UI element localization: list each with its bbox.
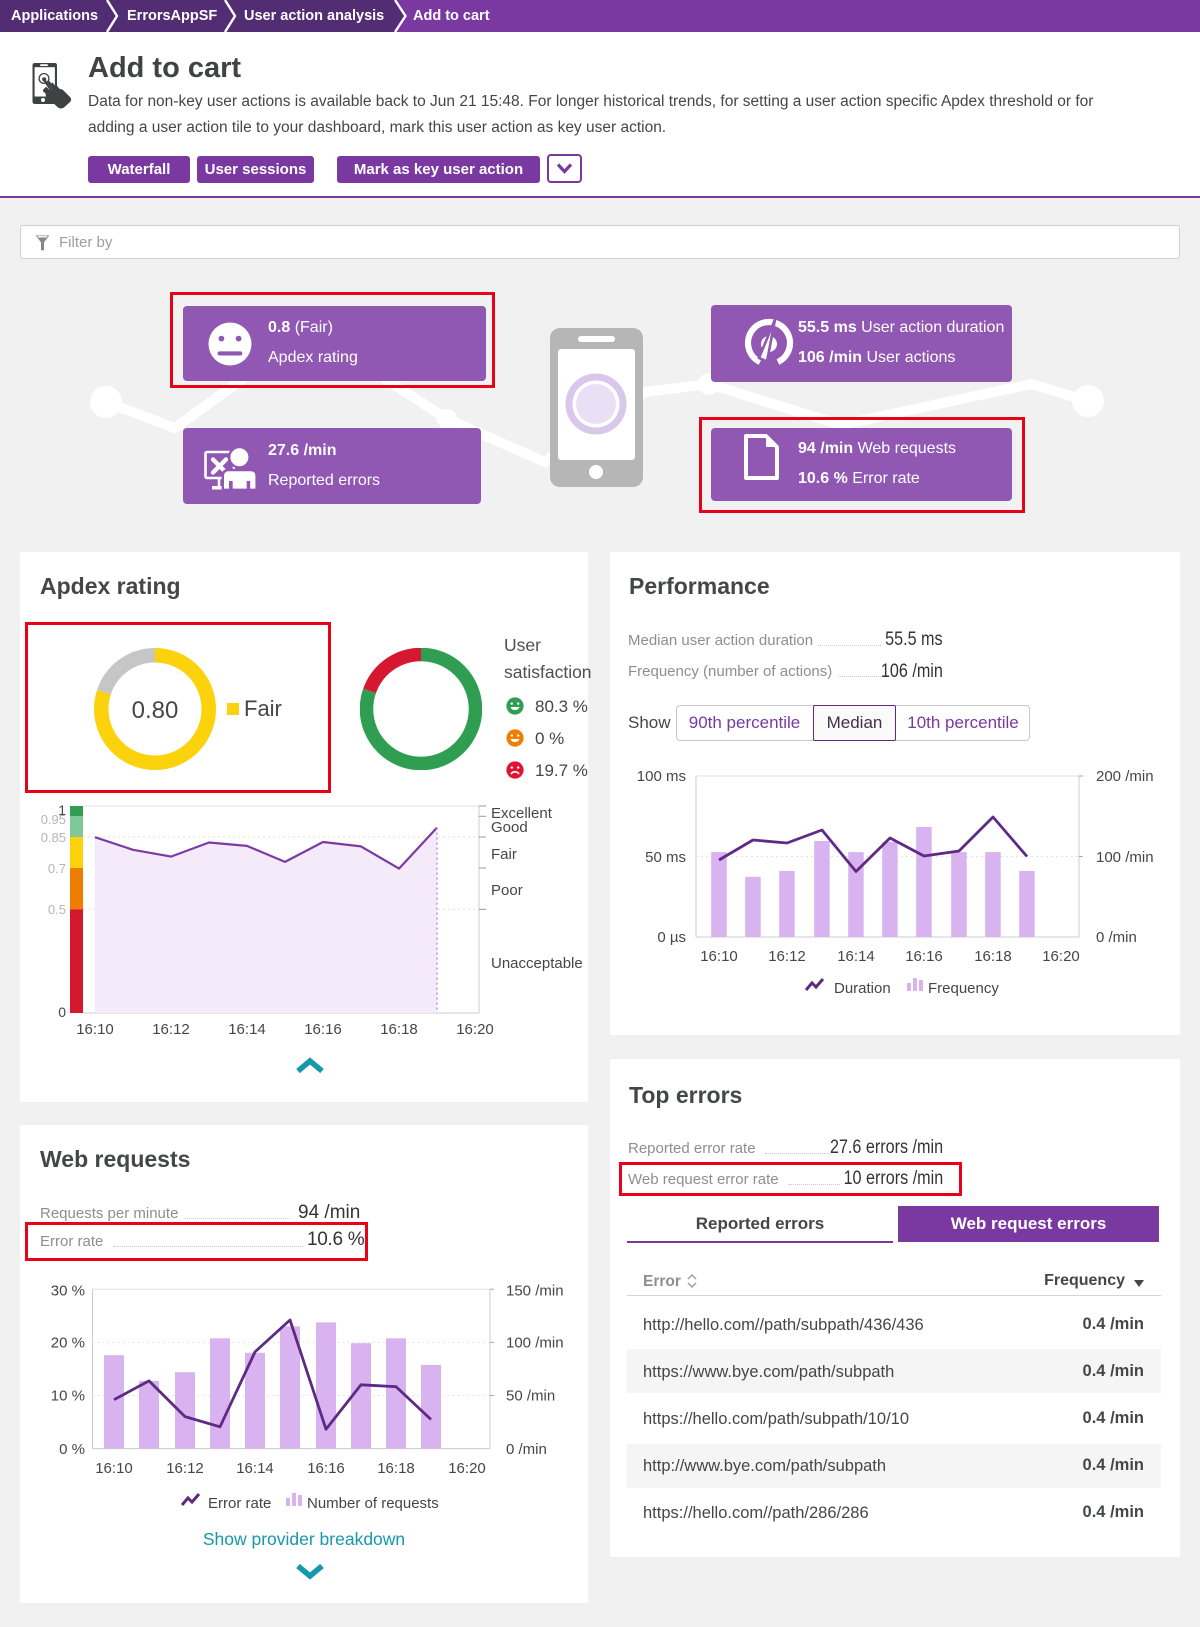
- svg-text:16:18: 16:18: [380, 1021, 418, 1038]
- svg-text:16:18: 16:18: [377, 1460, 415, 1477]
- svg-text:30 %: 30 %: [51, 1283, 85, 1300]
- svg-text:0: 0: [58, 1004, 66, 1020]
- svg-text:16:12: 16:12: [152, 1021, 190, 1038]
- svg-text:0 /min: 0 /min: [506, 1441, 547, 1458]
- svg-text:10 %: 10 %: [51, 1388, 85, 1405]
- svg-text:Error rate: Error rate: [208, 1495, 271, 1512]
- svg-text:16:20: 16:20: [448, 1460, 486, 1477]
- svg-text:16:14: 16:14: [837, 948, 875, 965]
- svg-text:16:10: 16:10: [700, 948, 738, 965]
- svg-text:100 ms: 100 ms: [637, 768, 686, 785]
- svg-text:0 µs: 0 µs: [657, 929, 686, 946]
- svg-text:Fair: Fair: [491, 846, 517, 863]
- svg-text:16:12: 16:12: [166, 1460, 204, 1477]
- svg-text:16:14: 16:14: [236, 1460, 274, 1477]
- svg-text:16:16: 16:16: [905, 948, 943, 965]
- svg-text:0.95: 0.95: [41, 812, 66, 827]
- svg-text:50 ms: 50 ms: [645, 849, 686, 866]
- svg-text:0 /min: 0 /min: [1096, 929, 1137, 946]
- svg-text:16:10: 16:10: [76, 1021, 114, 1038]
- svg-text:Excellent: Excellent: [491, 805, 553, 822]
- svg-text:Poor: Poor: [491, 882, 523, 899]
- svg-text:100 /min: 100 /min: [1096, 849, 1154, 866]
- svg-text:16:16: 16:16: [307, 1460, 345, 1477]
- svg-text:16:18: 16:18: [974, 948, 1012, 965]
- svg-text:Frequency: Frequency: [928, 980, 999, 997]
- svg-text:16:20: 16:20: [456, 1021, 494, 1038]
- svg-text:0.85: 0.85: [41, 830, 66, 845]
- svg-text:16:16: 16:16: [304, 1021, 342, 1038]
- svg-text:0 %: 0 %: [59, 1441, 85, 1458]
- svg-text:Good: Good: [491, 819, 528, 836]
- svg-text:16:20: 16:20: [1042, 948, 1080, 965]
- svg-text:150 /min: 150 /min: [506, 1283, 564, 1300]
- svg-text:200 /min: 200 /min: [1096, 768, 1154, 785]
- svg-text:Unacceptable: Unacceptable: [491, 955, 583, 972]
- svg-text:0.7: 0.7: [48, 861, 66, 876]
- svg-text:16:10: 16:10: [95, 1460, 133, 1477]
- svg-text:16:12: 16:12: [768, 948, 806, 965]
- svg-text:50 /min: 50 /min: [506, 1388, 555, 1405]
- svg-text:Number of requests: Number of requests: [307, 1495, 439, 1512]
- svg-text:Duration: Duration: [834, 980, 891, 997]
- svg-text:0.5: 0.5: [48, 902, 66, 917]
- svg-text:20 %: 20 %: [51, 1335, 85, 1352]
- svg-text:16:14: 16:14: [228, 1021, 266, 1038]
- svg-text:1: 1: [58, 802, 66, 818]
- svg-text:100 /min: 100 /min: [506, 1335, 564, 1352]
